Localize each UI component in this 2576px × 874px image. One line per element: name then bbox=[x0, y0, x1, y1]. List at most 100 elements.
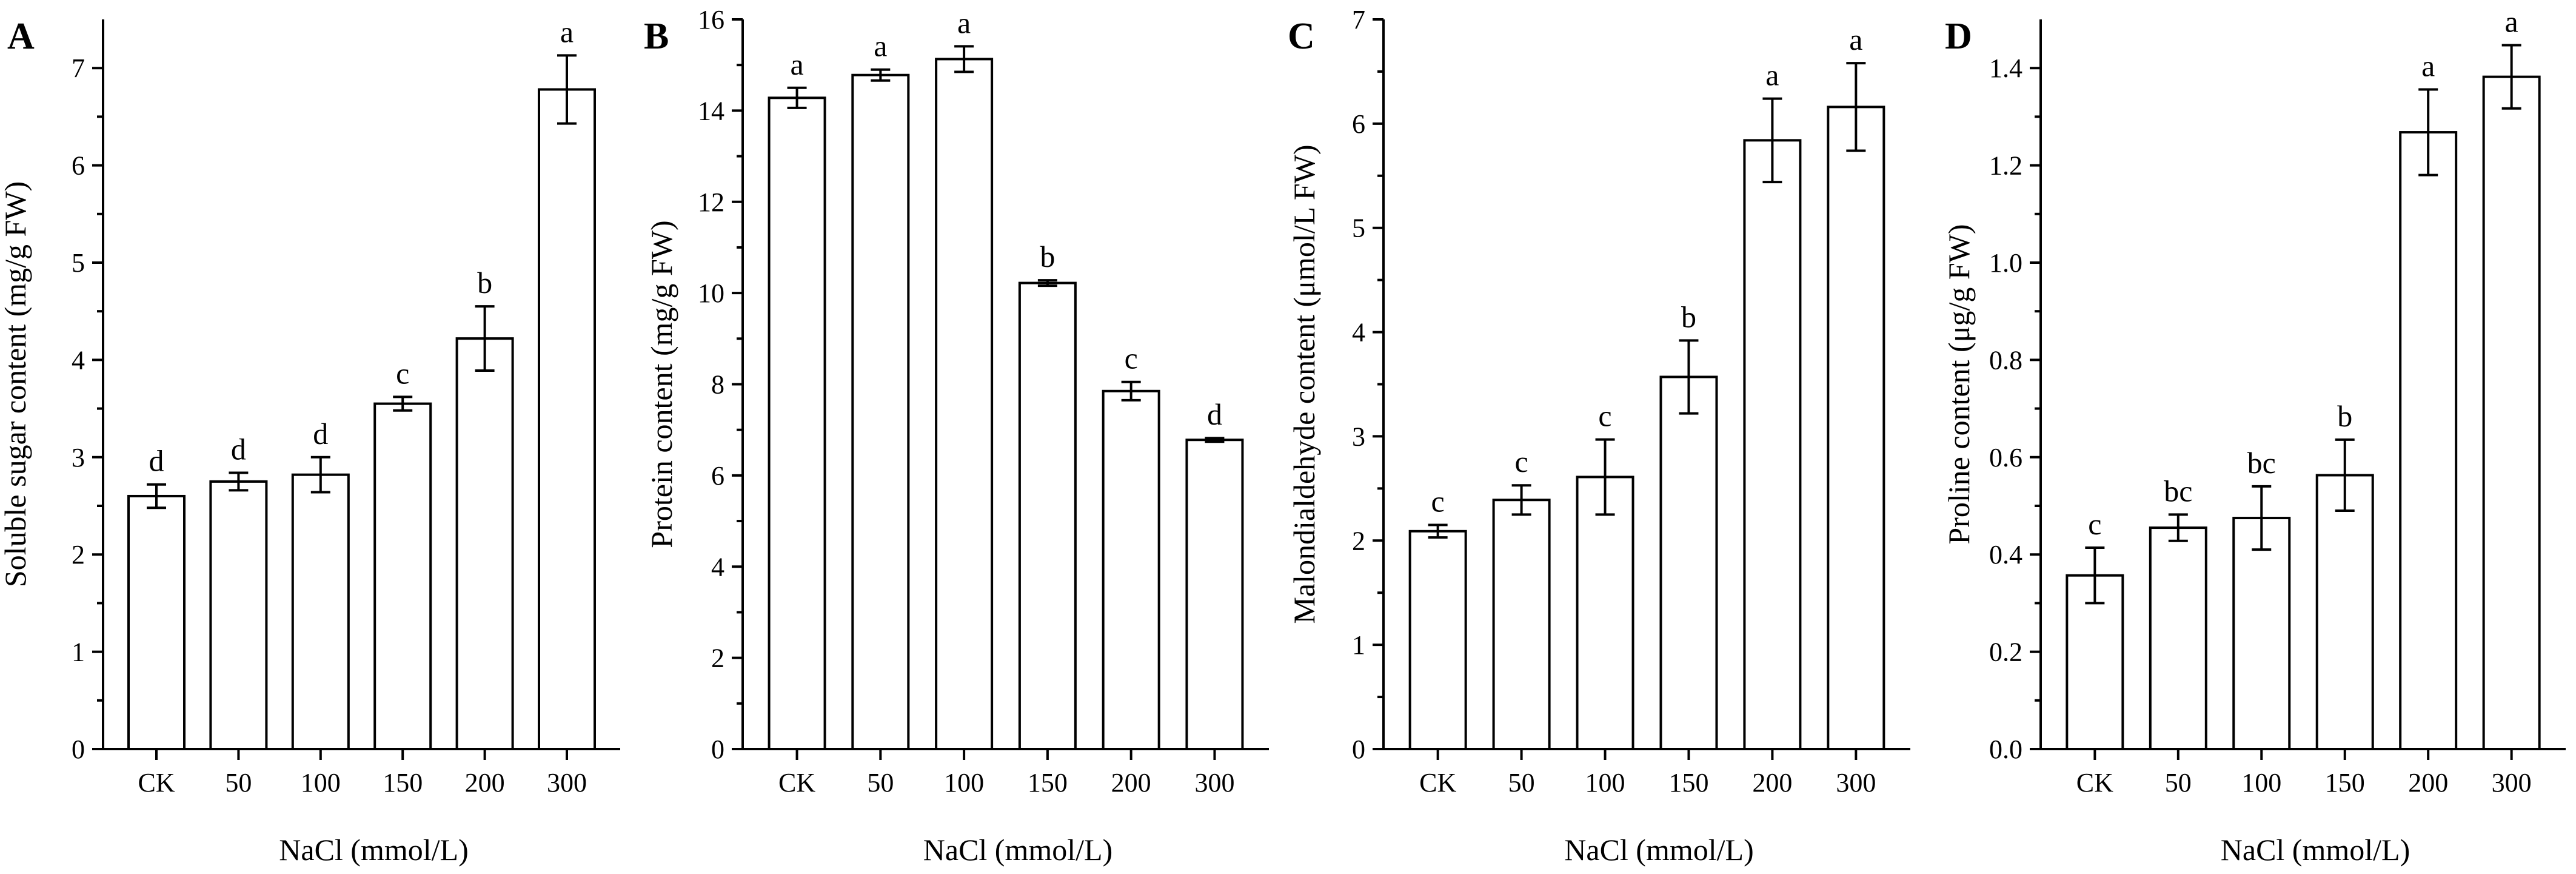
y-tick-label: 0.2 bbox=[1989, 637, 2022, 667]
significance-letter: a bbox=[560, 15, 574, 49]
x-tick-label: 50 bbox=[2165, 768, 2192, 798]
significance-letter: b bbox=[477, 266, 492, 300]
significance-letter: c bbox=[396, 356, 409, 390]
y-tick-label: 10 bbox=[698, 278, 724, 308]
bar bbox=[1576, 476, 1634, 751]
y-tick-label: 0 bbox=[711, 734, 724, 764]
significance-letter: d bbox=[313, 417, 328, 451]
bar bbox=[2149, 526, 2207, 751]
panel-d: D 0.0 0.2 0.4 0.6 0.8 1.0 1.2 1.4 Proline content… bbox=[1942, 5, 2566, 867]
significance-letter: a bbox=[874, 29, 887, 63]
significance-letter: d bbox=[1207, 397, 1222, 431]
significance-letter: d bbox=[231, 432, 246, 466]
x-tick-label: 300 bbox=[2492, 768, 2532, 798]
y-tick-label: 0 bbox=[1352, 734, 1365, 764]
y-tick-label: 3 bbox=[1352, 422, 1365, 451]
significance-letter: b bbox=[2337, 399, 2352, 433]
significance-letter: bc bbox=[2164, 474, 2192, 508]
x-axis-label: NaCl (mmol/L) bbox=[279, 833, 468, 867]
x-tick-label: CK bbox=[1419, 768, 1456, 798]
x-tick-label: 100 bbox=[944, 768, 984, 798]
y-tick-label: 0.0 bbox=[1989, 734, 2022, 764]
y-tick-label: 5 bbox=[72, 248, 85, 278]
y-tick-label: 8 bbox=[711, 370, 724, 400]
bar bbox=[1018, 281, 1077, 750]
significance-letter: bc bbox=[2247, 446, 2276, 480]
significance-letter: d bbox=[149, 444, 164, 478]
bar bbox=[851, 73, 910, 750]
bar bbox=[768, 96, 826, 750]
y-tick-label: 0.4 bbox=[1989, 540, 2022, 570]
y-tick-label: 1.4 bbox=[1989, 53, 2022, 83]
y-tick-label: 4 bbox=[72, 345, 85, 375]
bar bbox=[537, 88, 596, 750]
bar bbox=[1743, 139, 1802, 750]
x-tick-label: CK bbox=[2076, 768, 2113, 798]
x-tick-label: 50 bbox=[1508, 768, 1535, 798]
x-tick-label: 300 bbox=[1194, 768, 1234, 798]
y-axis-label: Malondialdehyde content (μmol/L FW) bbox=[1287, 144, 1321, 624]
y-tick-label: 1.2 bbox=[1989, 151, 2022, 181]
bar bbox=[2315, 474, 2374, 750]
x-axis-label: NaCl (mmol/L) bbox=[1564, 833, 1753, 867]
x-tick-label: 100 bbox=[301, 768, 341, 798]
x-tick-label: 150 bbox=[1668, 768, 1708, 798]
panel-label: D bbox=[1945, 16, 1972, 57]
significance-letter: a bbox=[1849, 22, 1862, 56]
x-tick-label: 150 bbox=[383, 768, 423, 798]
y-tick-label: 2 bbox=[72, 540, 85, 570]
x-tick-label: 150 bbox=[1028, 768, 1068, 798]
y-tick-label: 5 bbox=[1352, 213, 1365, 243]
y-tick-label: 6 bbox=[711, 461, 724, 491]
y-tick-label: 14 bbox=[698, 96, 724, 126]
y-tick-label: 6 bbox=[1352, 109, 1365, 139]
panel-label: A bbox=[7, 16, 35, 57]
y-tick-label: 2 bbox=[711, 644, 724, 673]
bar bbox=[127, 494, 186, 751]
y-tick-label: 0.6 bbox=[1989, 443, 2022, 472]
y-tick-label: 3 bbox=[72, 443, 85, 472]
y-tick-label: 1 bbox=[1352, 630, 1365, 660]
y-tick-label: 12 bbox=[698, 187, 724, 217]
panel-label: C bbox=[1288, 16, 1315, 57]
x-tick-label: CK bbox=[138, 768, 175, 798]
bar bbox=[1659, 375, 1718, 750]
significance-letter: a bbox=[957, 5, 971, 39]
significance-letter: b bbox=[1040, 240, 1055, 274]
bar bbox=[2399, 131, 2458, 750]
x-tick-label: CK bbox=[778, 768, 815, 798]
panel-b: B 0 2 4 6 8 10 12 14 16 Protein content (mg/g FW) a… bbox=[644, 5, 1269, 867]
x-tick-label: 150 bbox=[2325, 768, 2365, 798]
x-tick-label: 200 bbox=[1111, 768, 1151, 798]
bar bbox=[935, 58, 994, 751]
bar bbox=[1492, 499, 1551, 750]
panel-label: B bbox=[644, 16, 669, 57]
x-tick-label: 300 bbox=[1836, 768, 1876, 798]
y-axis-label: Protein content (mg/g FW) bbox=[644, 220, 678, 548]
bar bbox=[1408, 529, 1467, 750]
y-tick-label: 2 bbox=[1352, 526, 1365, 556]
y-tick-label: 7 bbox=[1352, 5, 1365, 35]
bar bbox=[2482, 75, 2541, 751]
y-axis-label: Soluble sugar content (mg/g FW) bbox=[0, 181, 32, 587]
x-axis-label: NaCl (mmol/L) bbox=[2221, 833, 2410, 867]
significance-letter: c bbox=[1598, 399, 1611, 433]
significance-letter: a bbox=[2421, 49, 2435, 82]
y-tick-label: 7 bbox=[72, 53, 85, 83]
significance-letter: b bbox=[1681, 300, 1696, 334]
bar bbox=[209, 480, 268, 751]
bar bbox=[373, 402, 432, 750]
x-tick-label: 200 bbox=[2408, 768, 2448, 798]
significance-letter: a bbox=[790, 47, 803, 81]
significance-letter: c bbox=[1514, 445, 1528, 479]
x-tick-label: 300 bbox=[547, 768, 587, 798]
x-tick-label: 200 bbox=[465, 768, 505, 798]
y-tick-label: 0 bbox=[72, 734, 85, 764]
bar bbox=[1827, 106, 1885, 751]
x-tick-label: 100 bbox=[2241, 768, 2281, 798]
y-tick-label: 1.0 bbox=[1989, 248, 2022, 278]
y-tick-label: 0.8 bbox=[1989, 345, 2022, 375]
y-axis-label: Proline content (μg/g FW) bbox=[1942, 224, 1976, 544]
panel-a: A 0 1 2 3 4 5 6 7 Soluble sugar content (mg/g FW)… bbox=[0, 15, 620, 867]
